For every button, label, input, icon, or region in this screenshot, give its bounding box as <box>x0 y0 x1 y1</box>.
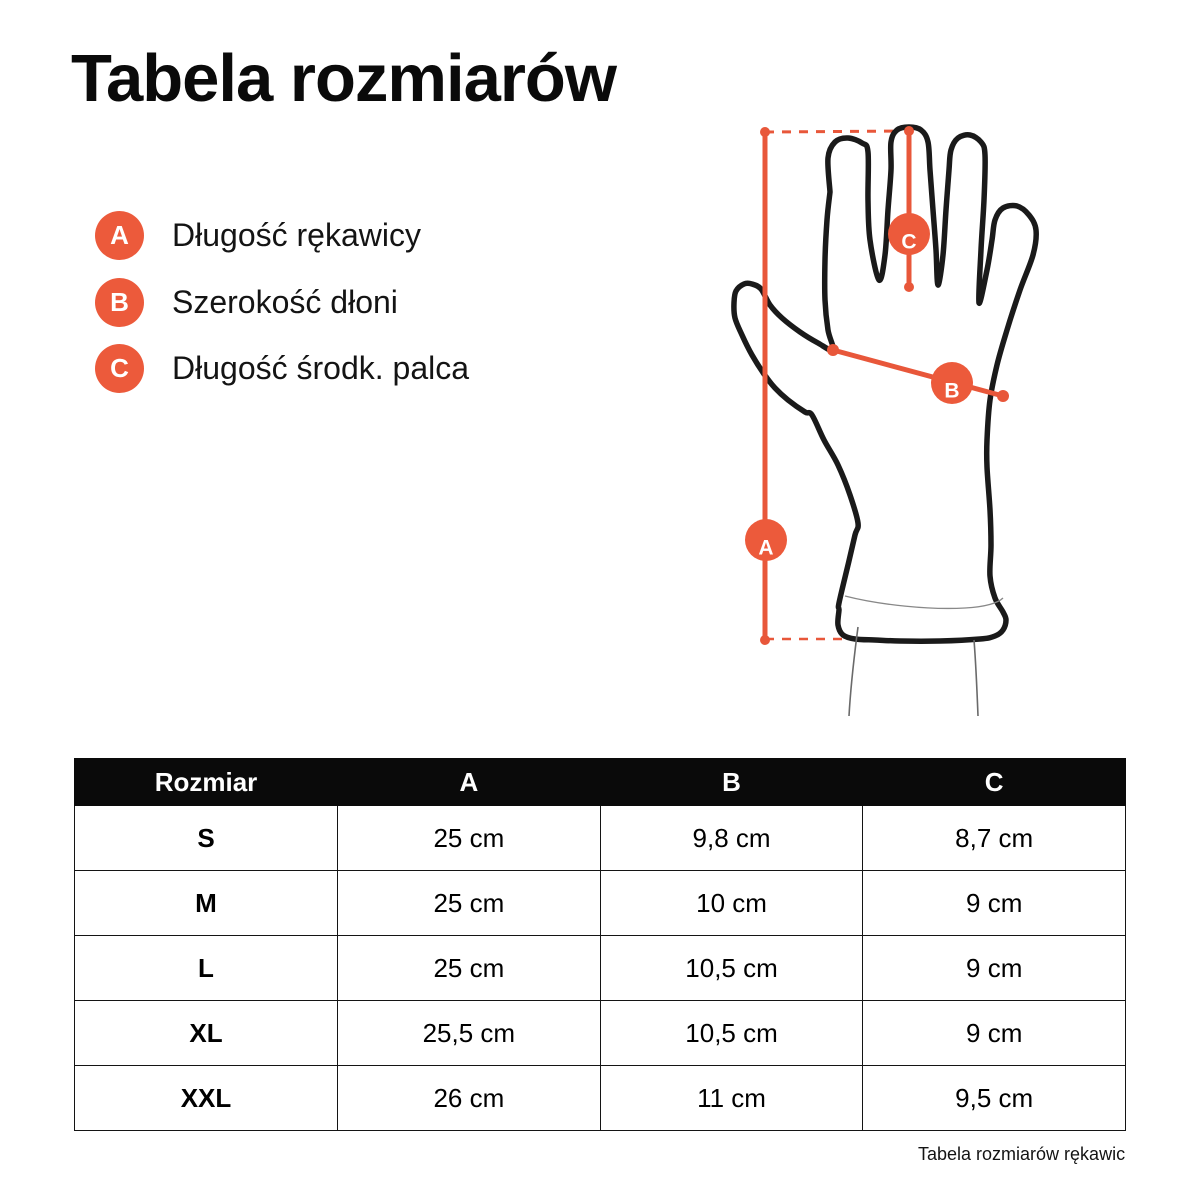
svg-text:C: C <box>901 231 916 254</box>
svg-text:A: A <box>758 537 773 560</box>
svg-text:B: B <box>944 380 959 403</box>
